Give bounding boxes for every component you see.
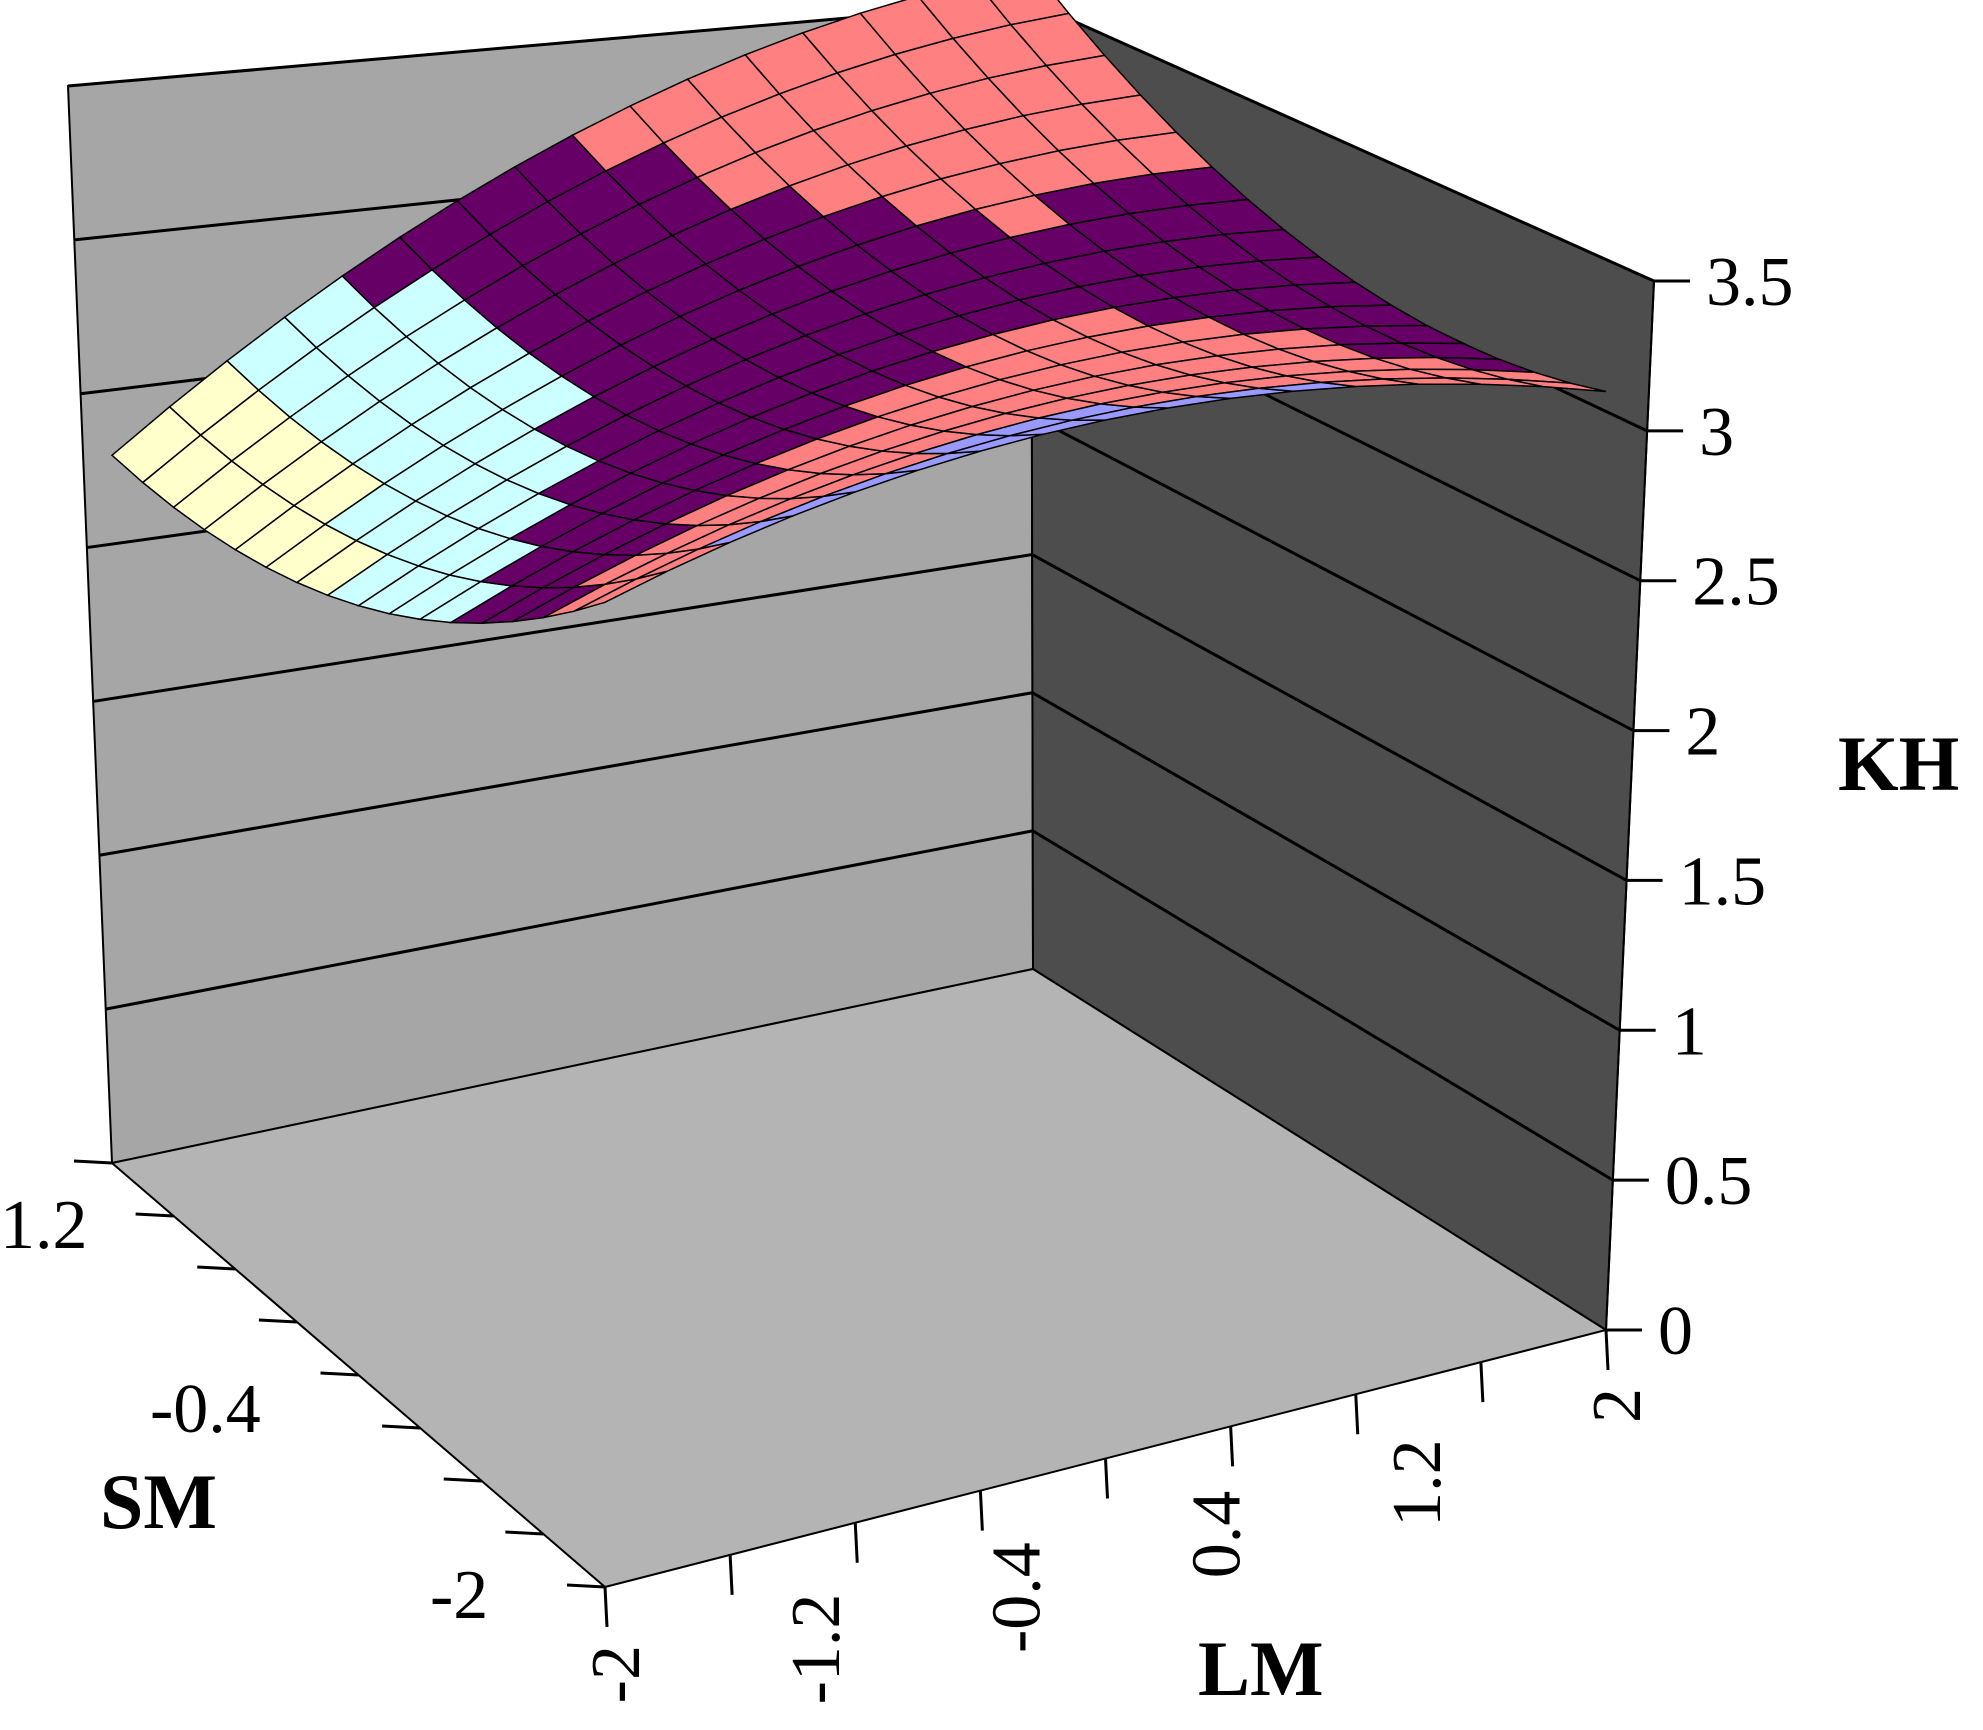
z-tick-label-5: 2.5: [1692, 544, 1780, 621]
x-tick-label-5: 2: [1579, 1388, 1656, 1423]
y-tick-label-1: -0.4: [150, 1371, 261, 1448]
y-tick-5: [382, 1424, 421, 1430]
x-tick-8: [1604, 1329, 1610, 1371]
z-tick-label-1: 0.5: [1665, 1143, 1753, 1220]
y-tick-7: [505, 1530, 544, 1536]
gridline-z-3: [92, 553, 1628, 882]
y-tick-4: [320, 1371, 359, 1377]
y-tick-0: [73, 1159, 113, 1165]
x-tick-7: [1479, 1362, 1485, 1403]
gridline-z-2: [99, 691, 1621, 1032]
z-axis-line: [1605, 280, 1655, 1331]
x-tick-label-3: 0.4: [1179, 1491, 1256, 1579]
y-tick-3: [258, 1318, 297, 1324]
x-tick-1: [728, 1554, 734, 1595]
y-tick-2: [197, 1265, 236, 1271]
y-tick-label-2: 1.2: [0, 1187, 88, 1264]
surface: [110, 0, 1607, 624]
z-tick-label-6: 3: [1699, 394, 1734, 471]
x-tick-6: [1354, 1394, 1360, 1435]
y-tick-1: [135, 1212, 174, 1218]
z-axis-title: KH: [1838, 720, 1959, 807]
x-tick-label-0: -2: [578, 1645, 655, 1703]
z-tick-label-4: 2: [1685, 694, 1720, 771]
x-tick-4: [1104, 1458, 1109, 1499]
gridline-z-1: [105, 829, 1614, 1182]
y-axis-title: SM: [100, 1458, 217, 1545]
y-tick-label-0: -2: [430, 1557, 488, 1634]
x-tick-label-4: 1.2: [1379, 1439, 1456, 1527]
z-tick-label-3: 1.5: [1679, 843, 1767, 920]
z-tick-label-0: 0: [1658, 1293, 1693, 1370]
z-tick-label-7: 3.5: [1706, 244, 1794, 321]
y-tick-8: [566, 1583, 606, 1589]
y-tick-6: [443, 1477, 482, 1483]
x-tick-label-2: -0.4: [978, 1542, 1055, 1653]
x-tick-label-1: -1.2: [778, 1594, 855, 1705]
x-axis-title: LM: [1198, 1625, 1324, 1712]
x-tick-2: [853, 1522, 859, 1563]
x-tick-5: [1229, 1426, 1235, 1467]
z-tick-label-2: 1: [1672, 993, 1707, 1070]
x-tick-0: [603, 1586, 609, 1628]
x-tick-3: [978, 1490, 984, 1531]
surface-cell-15-15: [1507, 378, 1607, 393]
axes: 0 0.5 1 1.5 2 2.5 3 3.5 -2 -0.4 1.2 -2 -1.2 -0.4 0.4 1.…: [0, 244, 1794, 1704]
